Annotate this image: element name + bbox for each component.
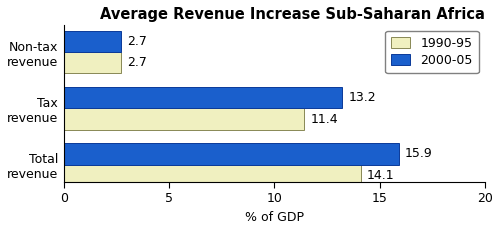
Text: 13.2: 13.2 [348,91,376,104]
Bar [64,87,342,108]
Bar [64,31,120,52]
Bar [64,165,361,186]
Text: Average Revenue Increase Sub-Saharan Africa: Average Revenue Increase Sub-Saharan Afr… [100,7,485,22]
Text: 2.7: 2.7 [127,35,147,48]
Text: 15.9: 15.9 [405,147,433,161]
Legend: 1990-95, 2000-05: 1990-95, 2000-05 [385,31,479,73]
Text: 14.1: 14.1 [367,169,395,182]
Bar [64,52,120,73]
Text: 2.7: 2.7 [127,56,147,69]
Bar [64,143,398,165]
Bar [64,108,304,130]
Text: 11.4: 11.4 [310,112,338,126]
X-axis label: % of GDP: % of GDP [245,211,304,224]
